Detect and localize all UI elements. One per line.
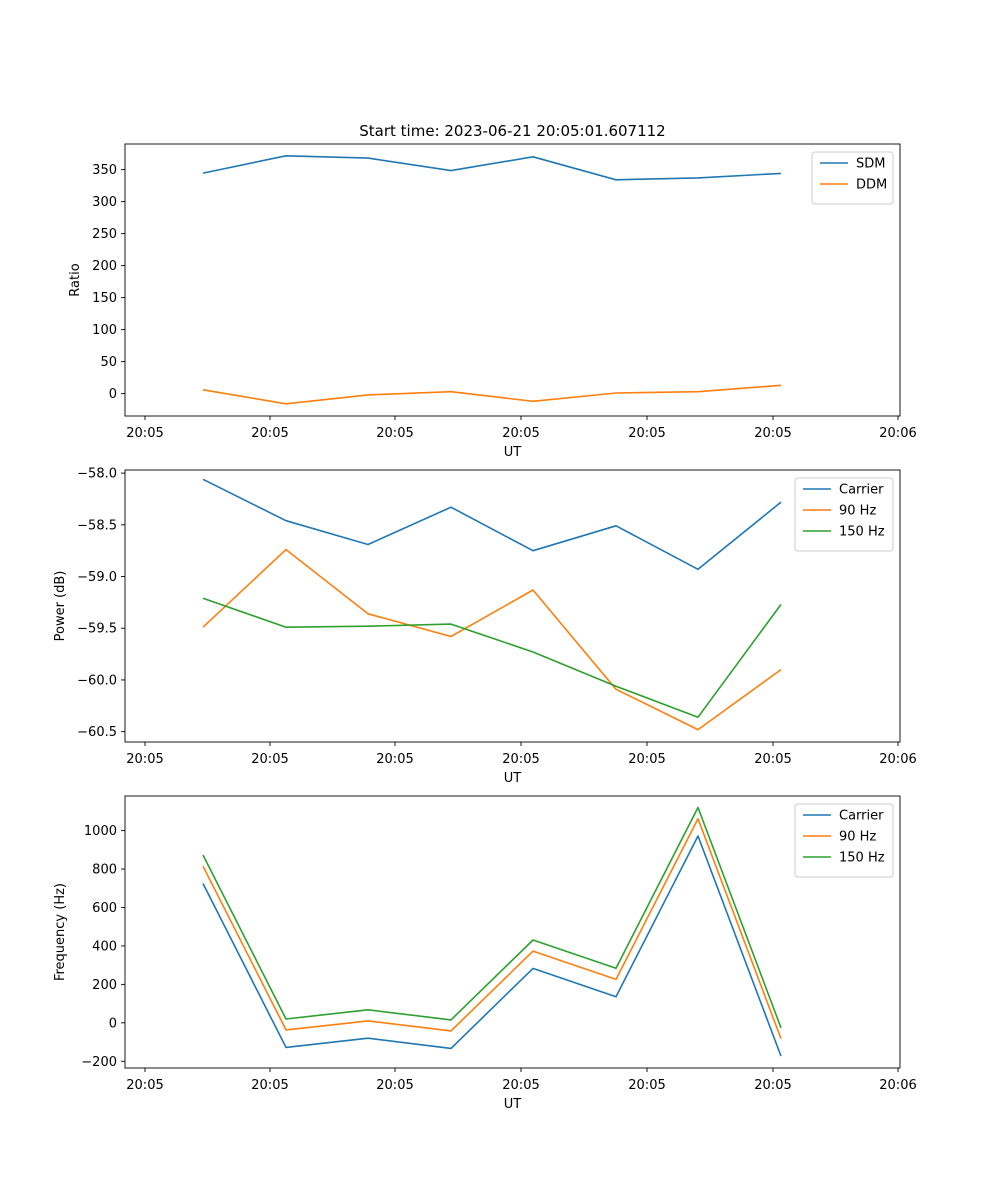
series-line-sdm — [202, 155, 782, 181]
y-tick-label: 250 — [92, 227, 117, 242]
y-tick-label: −58.5 — [77, 518, 117, 533]
x-tick-label: 20:05 — [754, 1078, 791, 1093]
plot-area — [124, 469, 901, 743]
x-tick-label: 20:05 — [251, 752, 288, 767]
y-tick-label: 0 — [109, 1016, 117, 1031]
y-tick-label: 0 — [109, 387, 117, 402]
series-line-150-hz — [202, 806, 782, 1029]
series-line-ddm — [202, 384, 782, 405]
x-tick-label: 20:05 — [754, 752, 791, 767]
y-tick-label: 400 — [92, 939, 117, 954]
legend: Carrier 90 Hz 150 Hz — [794, 803, 894, 878]
x-tick-label: 20:05 — [628, 426, 665, 441]
x-tick-label: 20:05 — [502, 426, 539, 441]
y-tick-label: 1000 — [84, 824, 117, 839]
y-axis-label: Frequency (Hz) — [53, 883, 68, 981]
legend: Carrier 90 Hz 150 Hz — [794, 477, 894, 552]
y-axis-label: Ratio — [68, 263, 83, 296]
x-tick-label: 20:05 — [502, 1078, 539, 1093]
y-tick-label: 100 — [92, 323, 117, 338]
legend-entry: 150 Hz — [839, 851, 885, 866]
x-tick-label: 20:06 — [879, 1078, 916, 1093]
x-tick-label: 20:05 — [126, 752, 163, 767]
chart-panel-2: −58.0 −58.5 −59.0 −59.5 −60.0 −60.5 20:05 20:05… — [53, 467, 917, 786]
y-tick-label: −59.5 — [77, 622, 117, 637]
y-axis-label: Power (dB) — [53, 571, 68, 642]
x-tick-label: 20:05 — [628, 752, 665, 767]
y-tick-label: −200 — [81, 1055, 117, 1070]
legend-entry: SDM — [856, 157, 885, 172]
x-tick-label: 20:05 — [754, 426, 791, 441]
y-tick-label: 600 — [92, 901, 117, 916]
y-tick-label: 50 — [100, 355, 117, 370]
legend-entry: DDM — [856, 178, 887, 193]
legend-entry: 150 Hz — [839, 525, 885, 540]
chart-panel-3: −200 0 200 400 600 800 1000 20:05 20:05 20:05 20:0… — [53, 795, 917, 1112]
x-tick-label: 20:05 — [251, 426, 288, 441]
x-tick-label: 20:05 — [628, 1078, 665, 1093]
legend-entry: Carrier — [839, 483, 884, 498]
x-tick-label: 20:05 — [126, 426, 163, 441]
legend-box — [794, 477, 894, 552]
series-line-150-hz — [202, 597, 782, 719]
y-tick-label: 800 — [92, 863, 117, 878]
y-tick-label: 200 — [92, 259, 117, 274]
y-tick-label: 300 — [92, 195, 117, 210]
x-axis-label: UT — [504, 445, 522, 460]
plot-area — [124, 143, 901, 417]
x-tick-label: 20:05 — [376, 426, 413, 441]
x-tick-label: 20:05 — [502, 752, 539, 767]
legend: SDM DDM — [811, 151, 894, 205]
x-tick-label: 20:06 — [879, 426, 916, 441]
legend-box — [811, 151, 894, 205]
y-tick-label: −59.0 — [77, 570, 117, 585]
x-axis-label: UT — [504, 1097, 522, 1112]
chart-title: Start time: 2023-06-21 20:05:01.607112 — [359, 122, 665, 140]
y-tick-label: −58.0 — [77, 467, 117, 482]
x-tick-label: 20:06 — [879, 752, 916, 767]
series-line-carrier — [202, 835, 782, 1057]
legend-entry: 90 Hz — [839, 504, 876, 519]
legend-entry: 90 Hz — [839, 830, 876, 845]
y-tick-label: 200 — [92, 978, 117, 993]
legend-box — [794, 803, 894, 878]
chart-panel-1: 0 50 100 150 200 250 300 350 20:05 20:05 20:05 20:0… — [68, 143, 917, 460]
x-axis-label: UT — [504, 771, 522, 786]
series-line-carrier — [202, 478, 782, 571]
y-tick-label: −60.5 — [77, 725, 117, 740]
x-tick-label: 20:05 — [126, 1078, 163, 1093]
x-tick-label: 20:05 — [376, 752, 413, 767]
y-tick-label: 350 — [92, 163, 117, 178]
series-line-90-hz — [202, 548, 782, 731]
x-tick-label: 20:05 — [376, 1078, 413, 1093]
legend-entry: Carrier — [839, 809, 884, 824]
series-line-90-hz — [202, 817, 782, 1039]
y-tick-label: 150 — [92, 291, 117, 306]
x-tick-label: 20:05 — [251, 1078, 288, 1093]
plot-area — [124, 795, 901, 1069]
y-tick-label: −60.0 — [77, 673, 117, 688]
